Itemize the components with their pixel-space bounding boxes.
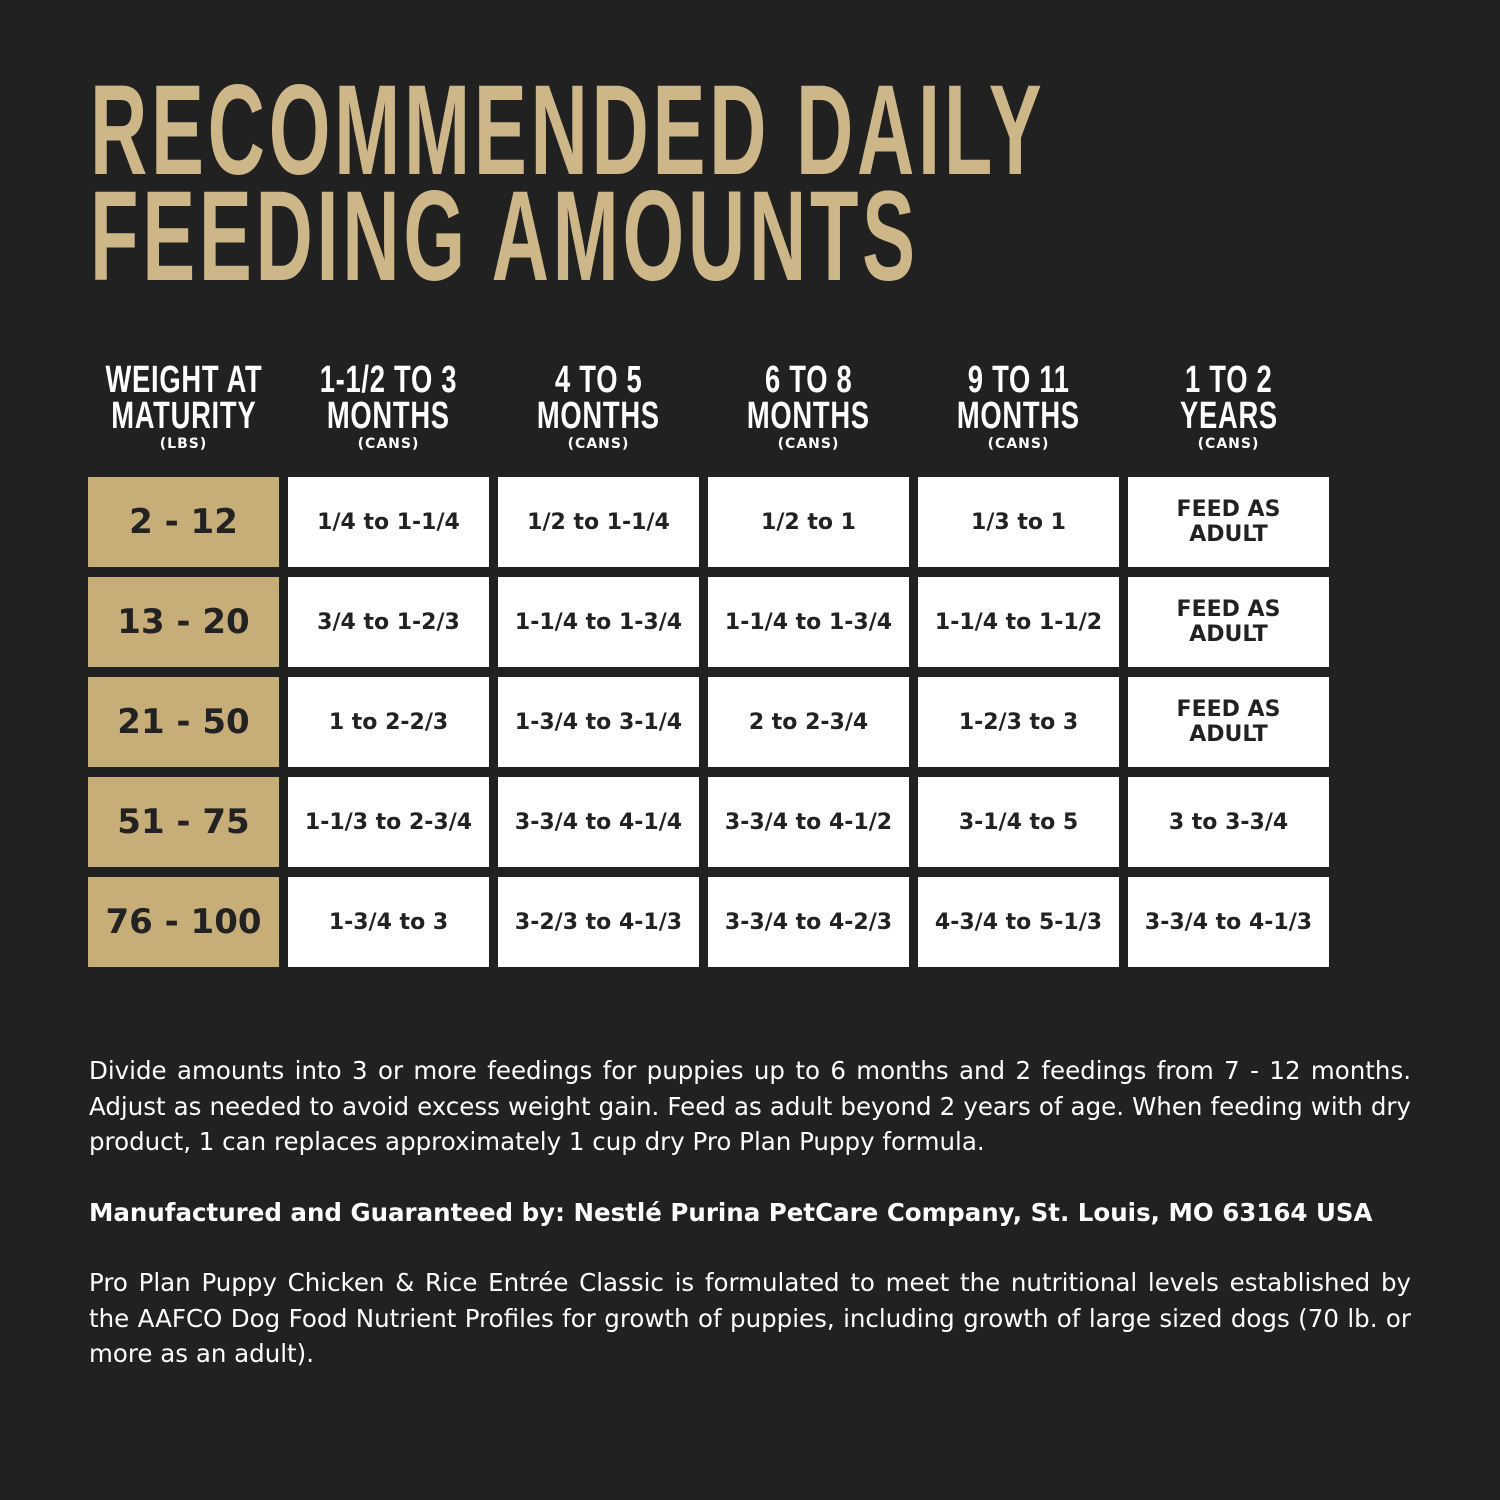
column-header: WEIGHT AT MATURITY (LBS) [88, 359, 279, 467]
title: RECOMMENDED DAILY FEEDING AMOUNTS [90, 59, 1046, 308]
header-unit: (LBS) [159, 436, 208, 452]
header-unit: (CANS) [567, 436, 630, 452]
feeding-note: Divide amounts into 3 or more feedings f… [89, 1056, 1411, 1156]
amount-cell: 1/2 to 1 [708, 477, 909, 567]
amount-cell: 1-3/4 to 3-1/4 [498, 677, 699, 767]
amount-cell: 1-2/3 to 3 [918, 677, 1119, 767]
amount-cell: 1-1/4 to 1-3/4 [498, 577, 699, 667]
header-line: MONTHS [327, 395, 450, 437]
weight-cell: 13 - 20 [88, 577, 279, 667]
header-line: MONTHS [747, 395, 870, 437]
header-line: 1-1/2 TO 3 [319, 359, 458, 401]
header-line: MONTHS [957, 395, 1080, 437]
header-unit: (CANS) [1197, 436, 1260, 452]
header-line: 4 TO 5 [554, 359, 643, 401]
amount-cell: 1 to 2-2/3 [288, 677, 489, 767]
cell-line: FEED AS [1176, 597, 1281, 622]
amount-cell: 1/3 to 1 [918, 477, 1119, 567]
header-line: 6 TO 8 [764, 359, 853, 401]
amount-cell: 1-1/3 to 2-3/4 [288, 777, 489, 867]
aafco-note: Pro Plan Puppy Chicken & Rice Entrée Cla… [89, 1268, 1411, 1368]
amount-cell: 3-2/3 to 4-1/3 [498, 877, 699, 967]
manufacturer-note: Manufactured and Guaranteed by: Nestlé P… [89, 1198, 1373, 1227]
column-header: 1 TO 2 YEARS (CANS) [1128, 359, 1329, 467]
amount-cell: 1-3/4 to 3 [288, 877, 489, 967]
cell-line: ADULT [1189, 722, 1268, 747]
header-line: WEIGHT AT [105, 359, 262, 401]
column-header: 1-1/2 TO 3 MONTHS (CANS) [288, 359, 489, 467]
amount-cell: 1-1/4 to 1-1/2 [918, 577, 1119, 667]
title-line: RECOMMENDED DAILY [90, 59, 1046, 202]
feeding-table: WEIGHT AT MATURITY (LBS) 1-1/2 TO 3 MONTHS (C… [88, 359, 1329, 967]
cell-line: ADULT [1189, 522, 1268, 547]
header-unit: (CANS) [357, 436, 420, 452]
weight-cell: 51 - 75 [88, 777, 279, 867]
amount-cell: 3-3/4 to 4-1/4 [498, 777, 699, 867]
column-header: 6 TO 8 MONTHS (CANS) [708, 359, 909, 467]
weight-cell: 2 - 12 [88, 477, 279, 567]
header-unit: (CANS) [987, 436, 1050, 452]
amount-cell: 1/4 to 1-1/4 [288, 477, 489, 567]
amount-cell: 3-3/4 to 4-1/3 [1128, 877, 1329, 967]
cell-line: FEED AS [1176, 697, 1281, 722]
amount-cell: 3/4 to 1-2/3 [288, 577, 489, 667]
amount-cell: FEED AS ADULT [1128, 677, 1329, 767]
amount-cell: 1-1/4 to 1-3/4 [708, 577, 909, 667]
cell-line: ADULT [1189, 622, 1268, 647]
header-line: MATURITY [110, 395, 257, 437]
amount-cell: 3-3/4 to 4-2/3 [708, 877, 909, 967]
amount-cell: FEED AS ADULT [1128, 577, 1329, 667]
title-line: FEEDING AMOUNTS [90, 165, 919, 308]
amount-cell: 2 to 2-3/4 [708, 677, 909, 767]
amount-cell: 1/2 to 1-1/4 [498, 477, 699, 567]
header-line: MONTHS [537, 395, 660, 437]
amount-cell: 3 to 3-3/4 [1128, 777, 1329, 867]
header-unit: (CANS) [777, 436, 840, 452]
weight-cell: 21 - 50 [88, 677, 279, 767]
header-line: 1 TO 2 [1184, 359, 1273, 401]
header-line: 9 TO 11 [967, 359, 1070, 401]
amount-cell: FEED AS ADULT [1128, 477, 1329, 567]
amount-cell: 3-1/4 to 5 [918, 777, 1119, 867]
amount-cell: 3-3/4 to 4-1/2 [708, 777, 909, 867]
amount-cell: 4-3/4 to 5-1/3 [918, 877, 1119, 967]
weight-cell: 76 - 100 [88, 877, 279, 967]
column-header: 4 TO 5 MONTHS (CANS) [498, 359, 699, 467]
header-line: YEARS [1179, 395, 1278, 437]
column-header: 9 TO 11 MONTHS (CANS) [918, 359, 1119, 467]
cell-line: FEED AS [1176, 497, 1281, 522]
